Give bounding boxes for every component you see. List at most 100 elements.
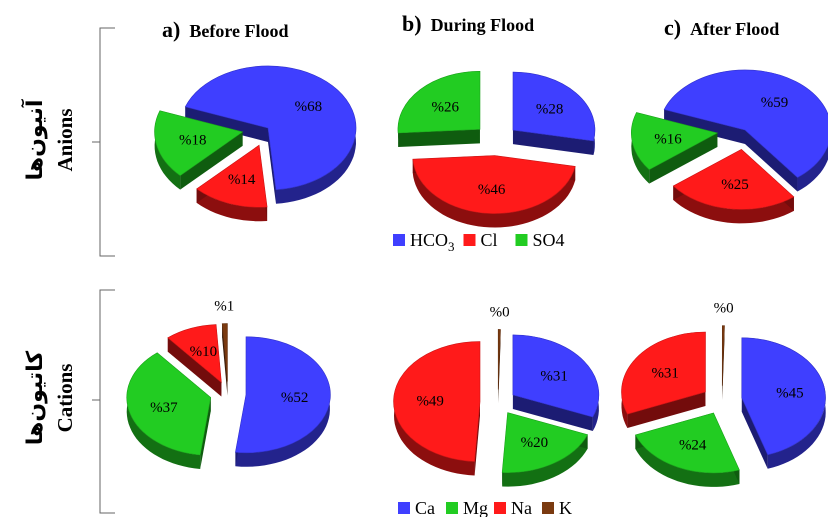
panel-title-text-a: Before Flood — [189, 21, 288, 41]
pie-slice-side — [635, 435, 740, 487]
cations-row-label-fa: کاتیون‌ها — [23, 351, 48, 446]
pie-slice-face — [664, 109, 745, 144]
pie-slice-top-mg — [126, 352, 212, 456]
slice-label-hco3: %28 — [536, 102, 564, 118]
pie-slice-face — [745, 130, 798, 192]
slice-label-ca: %31 — [540, 368, 568, 384]
panel-title-b: b) During Flood — [402, 11, 534, 36]
pie-slice-top-hco3 — [512, 71, 596, 142]
legend-label: HCO3 — [410, 230, 455, 254]
slice-label-so4: %16 — [654, 131, 682, 147]
legend-item-cl: Cl — [463, 230, 498, 250]
legend-label: Ca — [415, 498, 435, 517]
legends-layer: HCO3 Cl SO4 Ca Mg Na K — [393, 230, 572, 517]
pie-slice-top-na — [167, 324, 222, 384]
cations-legend: Ca Mg Na K — [398, 498, 572, 517]
pie-slice-side — [631, 112, 650, 184]
pie-slice-face — [167, 337, 222, 397]
pie-slice-top-mg — [501, 412, 589, 473]
pie-slice-top-mg — [634, 412, 740, 474]
slice-label-so4: %18 — [179, 133, 207, 149]
pie-slice-top-ca — [741, 337, 826, 456]
legend-label: Mg — [463, 498, 488, 517]
legend-item-na: Na — [494, 498, 532, 517]
legend-swatch — [393, 234, 405, 246]
panel-title-c: c) After Flood — [664, 15, 779, 40]
pie-slice-top-k — [721, 325, 725, 386]
legend-swatch — [494, 502, 506, 514]
pie-slice-top-na — [621, 331, 706, 415]
slice-label-k: %0 — [714, 301, 734, 317]
pie-slice-face — [512, 394, 593, 432]
legend-label: K — [559, 498, 572, 517]
pie-slice-top-cl — [412, 155, 576, 214]
legend-swatch — [398, 502, 410, 514]
pie-slice-face — [649, 132, 718, 184]
panel-letter-b: b) — [402, 11, 422, 36]
slice-label-ca: %45 — [776, 385, 804, 401]
pie-slice-top-so4 — [631, 112, 719, 170]
pie-slice-top-cl — [672, 149, 795, 210]
slice-label-mg: %37 — [150, 400, 178, 416]
anions-row-label: Anions — [53, 108, 77, 171]
cations-row-label-group: کاتیون‌ها Cations — [23, 351, 77, 446]
legend-swatch — [542, 502, 554, 514]
slice-label-na: %10 — [190, 344, 218, 360]
slice-label-mg: %24 — [679, 437, 707, 453]
pie-slice-hco3 — [664, 70, 828, 192]
pies-layer: %68 %14 %18 %28 %46 %26 %59 %25 %16 %52 %37 %10 %1 %3… — [126, 65, 828, 487]
slice-label-hco3: %68 — [295, 99, 323, 115]
panel-letter-a: a) — [162, 17, 180, 42]
legend-label: Cl — [481, 230, 498, 250]
cations-row-bracket — [99, 289, 115, 514]
pie-slice-top-ca — [512, 334, 600, 418]
legend-swatch — [463, 234, 476, 246]
pie-slice-face — [512, 130, 594, 155]
pie-slice-face — [474, 401, 481, 476]
pie-slice-face — [627, 391, 706, 429]
slice-label-cl: %14 — [228, 172, 256, 188]
legend-label: SO4 — [533, 230, 565, 250]
anions-row-label-fa: آنیون‌ها — [20, 99, 48, 180]
pie-slice-face — [222, 323, 228, 396]
legend-label: Na — [511, 498, 532, 517]
pie-slice-side — [412, 159, 576, 228]
pie-slice-side — [502, 434, 588, 487]
pie-slice-side — [235, 336, 330, 467]
pie-chart-5: %45 %24 %31 %0 — [621, 301, 826, 487]
slice-label-ca: %52 — [281, 390, 309, 406]
legend-swatch — [446, 502, 458, 514]
panel-title-text-b: During Flood — [431, 15, 535, 35]
cations-row-label: Cations — [53, 364, 77, 433]
pie-chart-2: %59 %25 %16 — [631, 69, 828, 224]
panel-title-a: a) Before Flood — [162, 17, 288, 42]
pie-slice-top-so4 — [397, 70, 481, 134]
pie-slice-top-cl — [196, 144, 268, 208]
pie-slice-top-ca — [235, 336, 331, 454]
panel-title-text-c: After Flood — [690, 19, 779, 39]
slice-label-na: %31 — [651, 365, 679, 381]
slice-label-na: %49 — [416, 394, 444, 410]
pie-slice-top-hco3 — [663, 69, 828, 178]
pie-slice-hco3 — [185, 66, 356, 204]
slice-label-hco3: %59 — [761, 95, 789, 111]
slice-label-cl: %46 — [478, 182, 506, 198]
legend-swatch — [515, 234, 528, 246]
legend-item-k: K — [542, 498, 572, 517]
slice-label-k: %0 — [490, 304, 510, 320]
panel-letter-c: c) — [664, 15, 681, 40]
pie-chart-0: %68 %14 %18 — [154, 65, 357, 222]
pie-chart-3: %52 %37 %10 %1 — [126, 299, 331, 470]
slice-label-mg: %20 — [521, 435, 549, 451]
pie-slice-face — [741, 397, 768, 469]
legend-item-mg: Mg — [446, 498, 488, 517]
pie-slice-top-hco3 — [184, 65, 357, 191]
slice-label-so4: %26 — [432, 99, 460, 115]
pie-slice-top-k — [497, 329, 501, 390]
pie-chart-1: %28 %46 %26 — [397, 70, 596, 228]
slice-label-k: %1 — [214, 299, 234, 315]
pie-slice-face — [398, 129, 480, 147]
pie-slice-side — [196, 188, 268, 222]
